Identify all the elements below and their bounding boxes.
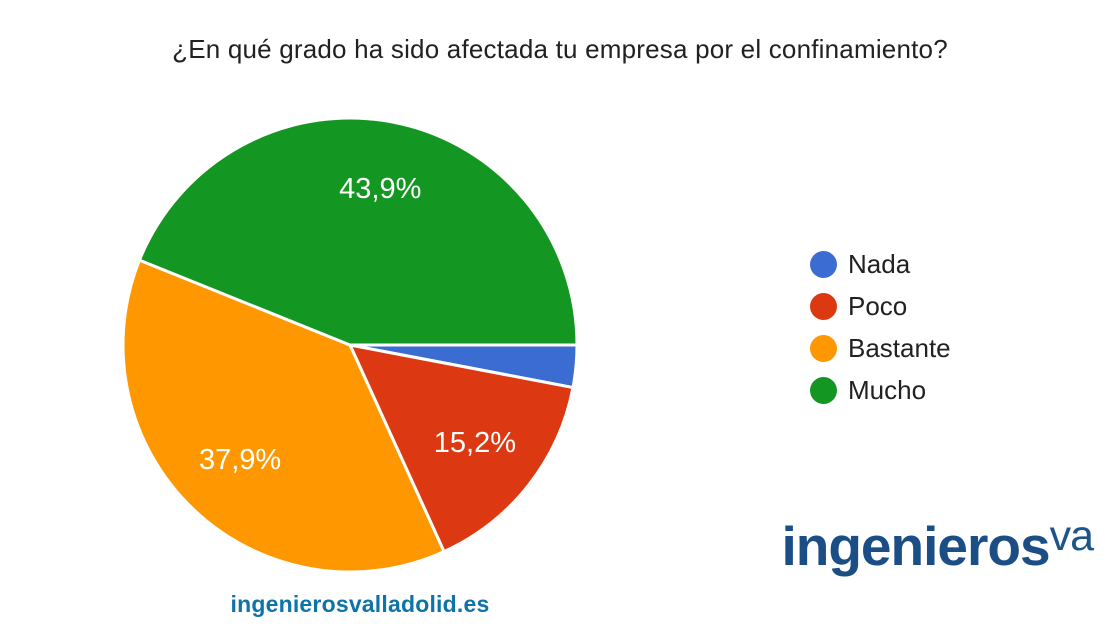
slice-label-poco: 15,2% xyxy=(434,427,516,459)
chart-title: ¿En qué grado ha sido afectada tu empres… xyxy=(172,34,948,64)
legend-swatch-poco xyxy=(810,293,837,320)
slice-label-mucho: 43,9% xyxy=(339,173,421,205)
ingenierosva-logo: ingenierosva xyxy=(781,512,1094,578)
legend-label-nada: Nada xyxy=(848,249,911,279)
legend-swatch-nada xyxy=(810,251,837,278)
legend-item-mucho: Mucho xyxy=(810,377,951,404)
legend-swatch-bastante xyxy=(810,335,837,362)
pie-chart-svg: 15,2% 37,9% 43,9% xyxy=(121,116,579,574)
legend-swatch-mucho xyxy=(810,377,837,404)
legend-item-nada: Nada xyxy=(810,251,951,278)
logo-superscript-text: va xyxy=(1049,512,1094,560)
pie-slice-bastante xyxy=(121,258,446,574)
slice-label-bastante: 37,9% xyxy=(199,444,281,476)
pie-chart: 15,2% 37,9% 43,9% xyxy=(115,110,585,580)
pie-slice-mucho xyxy=(137,116,579,347)
legend: Nada Poco Bastante Mucho xyxy=(810,251,951,419)
legend-label-bastante: Bastante xyxy=(848,333,951,363)
legend-item-bastante: Bastante xyxy=(810,335,951,362)
legend-label-poco: Poco xyxy=(848,291,908,321)
legend-item-poco: Poco xyxy=(810,293,951,320)
logo-main-text: ingenieros xyxy=(781,515,1050,577)
pie-slice-poco xyxy=(348,343,575,554)
website-text: ingenierosvalladolid.es xyxy=(230,591,490,617)
legend-label-mucho: Mucho xyxy=(848,375,927,405)
